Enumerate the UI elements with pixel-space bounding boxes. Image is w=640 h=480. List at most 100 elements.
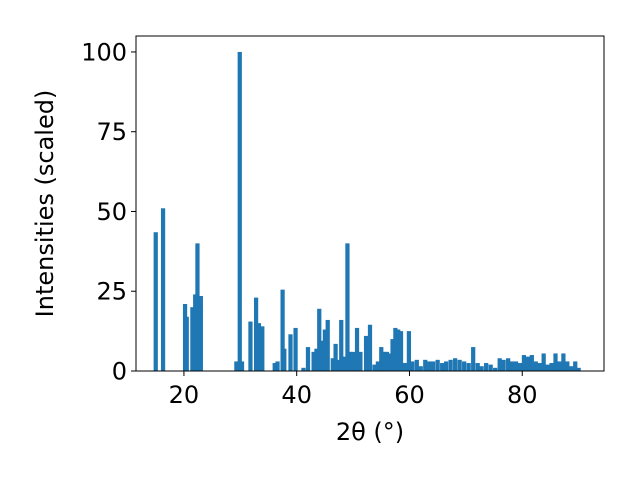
bar: [435, 359, 440, 371]
bar: [529, 355, 534, 371]
bar: [576, 367, 581, 371]
bar: [256, 323, 262, 371]
bar: [317, 308, 322, 371]
bar: [541, 353, 546, 371]
bar: [372, 364, 377, 371]
bar: [488, 364, 493, 371]
bar: [195, 243, 200, 371]
bar: [198, 296, 203, 371]
bar: [501, 359, 506, 371]
bar: [367, 324, 373, 371]
bar: [557, 361, 562, 371]
x-tick-label: 20: [169, 381, 200, 409]
bar: [444, 361, 449, 371]
bars: [153, 51, 581, 371]
bar: [553, 353, 558, 371]
bar: [333, 343, 338, 371]
bar: [348, 351, 353, 371]
x-tick-label: 60: [394, 381, 425, 409]
y-tick-label: 75: [96, 118, 127, 146]
bar: [533, 361, 538, 371]
bar: [384, 351, 390, 371]
bar: [506, 358, 511, 371]
bar: [414, 359, 419, 371]
y-tick-label: 50: [96, 198, 127, 226]
bar: [234, 361, 239, 371]
bar: [573, 361, 578, 371]
bar: [322, 329, 328, 371]
y-ticks: 0 25 50 75 100: [81, 38, 136, 386]
bar: [484, 363, 489, 371]
bar: [427, 361, 432, 371]
bar: [260, 326, 265, 371]
bar: [280, 289, 285, 371]
bar: [479, 366, 484, 371]
bar: [525, 356, 530, 371]
bar: [350, 351, 356, 371]
bar: [537, 363, 542, 371]
bar: [569, 366, 574, 371]
x-tick-label: 80: [507, 381, 538, 409]
bar: [406, 331, 412, 371]
bar: [390, 339, 395, 371]
bar: [336, 359, 342, 371]
bar: [305, 347, 311, 371]
bar: [311, 351, 316, 371]
bar: [193, 294, 198, 371]
bar: [288, 334, 293, 371]
bar: [282, 348, 287, 371]
bar: [275, 361, 280, 371]
bar: [509, 361, 515, 371]
bar: [387, 353, 392, 371]
bar: [497, 358, 502, 371]
bar: [398, 331, 404, 371]
y-tick-label: 25: [96, 278, 127, 306]
bar: [493, 367, 498, 371]
x-tick-label: 40: [281, 381, 312, 409]
bar: [314, 348, 319, 371]
bar: [272, 363, 277, 371]
bar: [190, 307, 195, 371]
bar: [402, 363, 408, 371]
bar: [440, 363, 445, 371]
bar: [330, 358, 335, 371]
bar: [325, 319, 330, 371]
bar: [549, 363, 554, 371]
bar: [471, 347, 476, 371]
bar: [153, 232, 158, 371]
bar: [453, 358, 458, 371]
y-tick-label: 0: [112, 358, 127, 386]
bar: [354, 327, 360, 371]
plot-frame: [135, 35, 605, 372]
bar: [393, 327, 398, 371]
y-tick-label: 100: [81, 38, 127, 66]
bar: [517, 363, 523, 371]
bar: [237, 51, 242, 371]
x-axis-label: 2θ (°): [336, 418, 404, 446]
bar: [431, 361, 436, 371]
bar: [448, 359, 453, 371]
bar: [513, 361, 519, 371]
x-ticks: 20 40 60 80: [169, 371, 538, 409]
bar: [319, 340, 324, 371]
y-axis-label: Intensities (scaled): [31, 90, 59, 318]
bar: [160, 208, 166, 371]
bar: [239, 361, 245, 371]
bar: [342, 356, 347, 371]
bar: [375, 361, 381, 371]
bar: [475, 363, 480, 371]
bar: [381, 351, 387, 371]
bar: [418, 366, 423, 371]
bar: [466, 363, 471, 371]
bar: [363, 335, 369, 371]
bar: [248, 321, 253, 371]
bar: [410, 361, 415, 371]
bar: [565, 361, 570, 371]
bar: [358, 351, 363, 371]
bar: [379, 347, 384, 371]
bar: [545, 364, 550, 371]
bar: [184, 316, 189, 371]
bar: [457, 359, 462, 371]
